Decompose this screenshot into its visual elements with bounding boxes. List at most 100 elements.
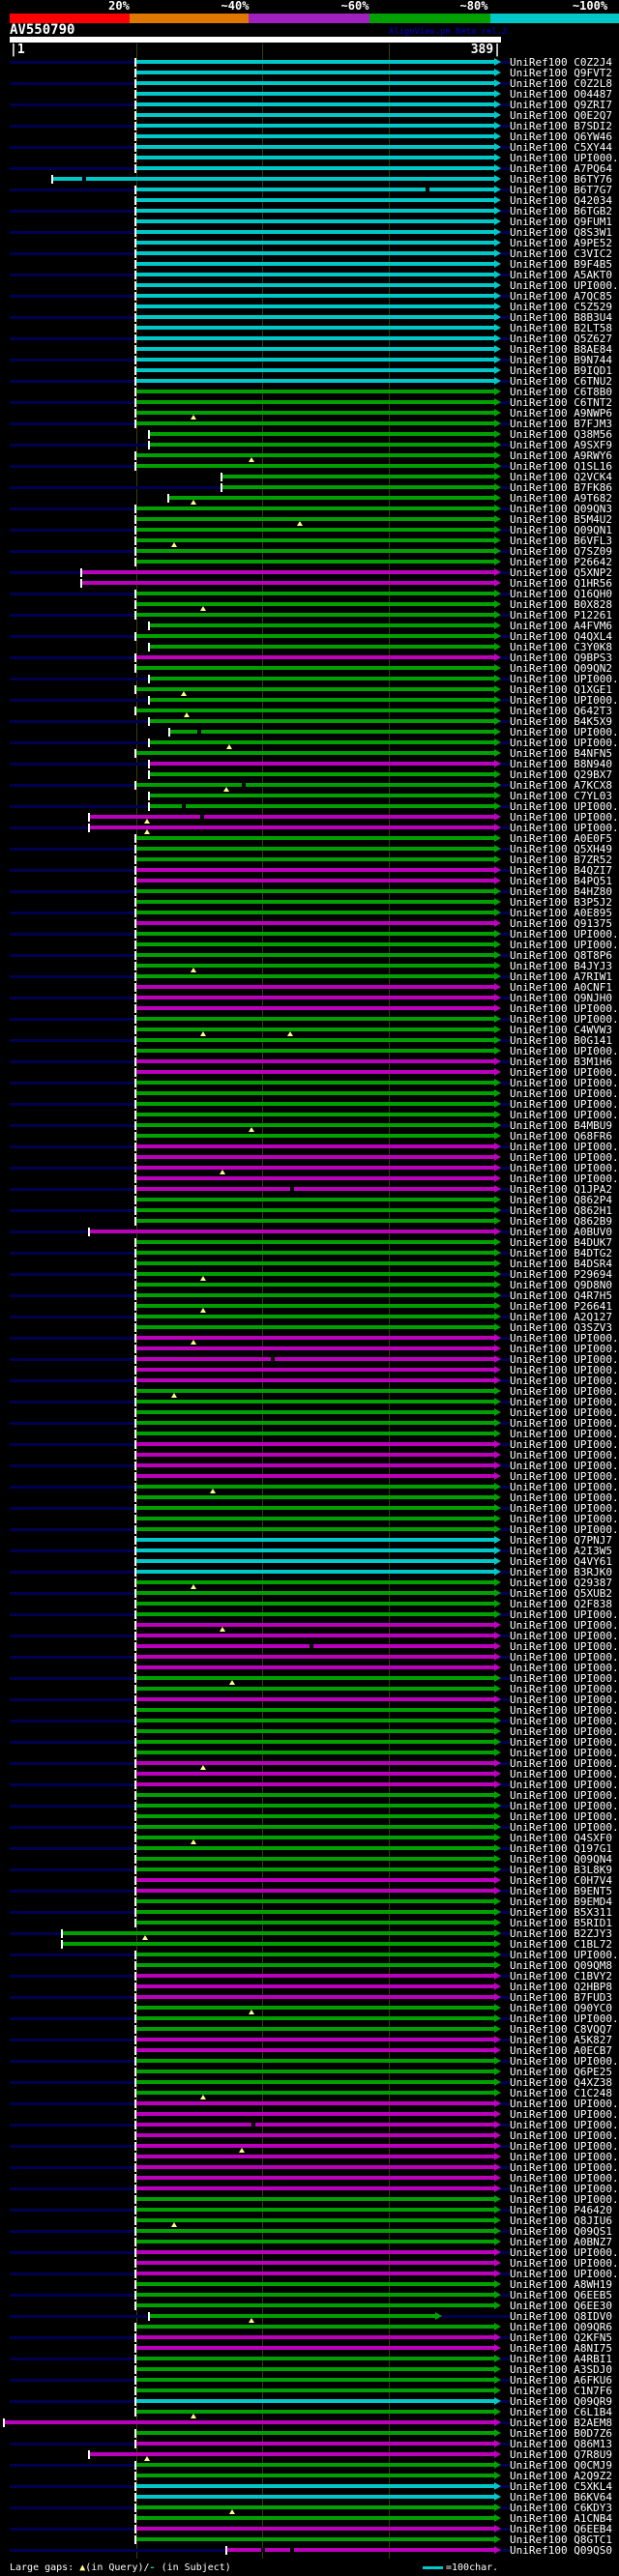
alignment-row[interactable]: UniRef100_B2AEM8 bbox=[0, 2417, 619, 2428]
alignment-label[interactable]: UniRef100_Q9NJH0 bbox=[510, 993, 612, 1003]
alignment-label[interactable]: UniRef100_UPI000.. bbox=[510, 2247, 618, 2258]
alignment-row[interactable]: UniRef100_Q7R8U9 bbox=[0, 2449, 619, 2461]
alignment-bar[interactable] bbox=[150, 2314, 435, 2318]
alignment-row[interactable]: UniRef100_UPI000.. bbox=[0, 1514, 619, 1524]
alignment-label[interactable]: UniRef100_Q0CMJ9 bbox=[510, 2460, 612, 2471]
alignment-row[interactable]: UniRef100_C1BVY2 bbox=[0, 1971, 619, 1982]
alignment-row[interactable]: UniRef100_UPI000.. bbox=[0, 1673, 619, 1685]
alignment-bar[interactable] bbox=[136, 1676, 494, 1680]
alignment-bar[interactable] bbox=[136, 2484, 494, 2488]
alignment-bar[interactable] bbox=[136, 113, 494, 117]
alignment-label[interactable]: UniRef100_Q8IDV0 bbox=[510, 2311, 612, 2322]
alignment-label[interactable]: UniRef100_B4DSR4 bbox=[510, 1259, 612, 1269]
alignment-row[interactable]: UniRef100_Q4QXL4 bbox=[0, 631, 619, 642]
alignment-row[interactable]: UniRef100_C0Z2J4 bbox=[0, 57, 619, 68]
alignment-label[interactable]: UniRef100_A7RIW1 bbox=[510, 971, 612, 982]
alignment-bar[interactable] bbox=[136, 2218, 494, 2222]
alignment-row[interactable]: UniRef100_B3M1H6 bbox=[0, 1056, 619, 1067]
alignment-bar[interactable] bbox=[90, 815, 494, 819]
alignment-row[interactable]: UniRef100_UPI000.. bbox=[0, 1652, 619, 1663]
alignment-row[interactable]: UniRef100_C6T8B0 bbox=[0, 387, 619, 397]
alignment-row[interactable]: UniRef100_A9RWY6 bbox=[0, 450, 619, 462]
alignment-bar[interactable] bbox=[136, 2208, 494, 2212]
alignment-row[interactable]: UniRef100_A7PQ64 bbox=[0, 163, 619, 174]
alignment-label[interactable]: UniRef100_C8VQQ7 bbox=[510, 2024, 612, 2035]
alignment-bar[interactable] bbox=[136, 900, 494, 904]
alignment-label[interactable]: UniRef100_UPI000.. bbox=[510, 1142, 618, 1152]
alignment-bar[interactable] bbox=[150, 794, 494, 797]
alignment-row[interactable]: UniRef100_UPI000.. bbox=[0, 2269, 619, 2279]
alignment-bar[interactable] bbox=[136, 2527, 494, 2531]
alignment-label[interactable]: UniRef100_Q9FUM1 bbox=[510, 217, 612, 227]
alignment-row[interactable]: UniRef100_UPI000.. bbox=[0, 1046, 619, 1056]
alignment-bar[interactable] bbox=[136, 368, 494, 372]
alignment-label[interactable]: UniRef100_B4DUK7 bbox=[510, 1237, 612, 1248]
alignment-row[interactable]: UniRef100_A0E0F5 bbox=[0, 833, 619, 844]
alignment-row[interactable]: UniRef100_UPI000.. bbox=[0, 1014, 619, 1025]
alignment-bar[interactable] bbox=[136, 411, 494, 415]
alignment-bar[interactable] bbox=[82, 570, 494, 574]
alignment-row[interactable]: UniRef100_B7SDI2 bbox=[0, 121, 619, 131]
alignment-bar[interactable] bbox=[136, 2133, 494, 2137]
alignment-bar[interactable] bbox=[136, 2027, 494, 2031]
alignment-row[interactable]: UniRef100_Q16QH0 bbox=[0, 589, 619, 599]
alignment-label[interactable]: UniRef100_B5X311 bbox=[510, 1907, 612, 1918]
alignment-row[interactable]: UniRef100_UPI000.. bbox=[0, 1684, 619, 1694]
alignment-row[interactable]: UniRef100_UPI000.. bbox=[0, 1503, 619, 1514]
alignment-row[interactable]: UniRef100_UPI000.. bbox=[0, 2109, 619, 2120]
alignment-row[interactable]: UniRef100_B6TGB2 bbox=[0, 206, 619, 217]
alignment-label[interactable]: UniRef100_UPI000.. bbox=[510, 2194, 618, 2205]
alignment-bar[interactable] bbox=[136, 1495, 494, 1499]
alignment-label[interactable]: UniRef100_B6TY76 bbox=[510, 174, 612, 185]
alignment-label[interactable]: UniRef100_A9RWY6 bbox=[510, 450, 612, 461]
alignment-bar[interactable] bbox=[136, 2016, 494, 2020]
alignment-bar[interactable] bbox=[136, 1336, 494, 1340]
alignment-row[interactable]: UniRef100_C5XKL4 bbox=[0, 2481, 619, 2492]
alignment-row[interactable]: UniRef100_Q09QN3 bbox=[0, 504, 619, 514]
alignment-bar[interactable] bbox=[136, 1580, 494, 1584]
alignment-label[interactable]: UniRef100_Q1SL16 bbox=[510, 461, 612, 472]
alignment-label[interactable]: UniRef100_B9ENT5 bbox=[510, 1886, 612, 1896]
alignment-bar[interactable] bbox=[53, 177, 494, 181]
alignment-bar[interactable] bbox=[136, 326, 494, 330]
alignment-row[interactable]: UniRef100_UPI000.. bbox=[0, 2247, 619, 2258]
alignment-label[interactable]: UniRef100_UPI000.. bbox=[510, 1620, 618, 1631]
alignment-row[interactable]: UniRef100_B4DTG2 bbox=[0, 1248, 619, 1259]
alignment-row[interactable]: UniRef100_C6TNT2 bbox=[0, 397, 619, 408]
alignment-bar[interactable] bbox=[136, 336, 494, 340]
alignment-row[interactable]: UniRef100_Q38M56 bbox=[0, 429, 619, 440]
alignment-label[interactable]: UniRef100_Q5Z627 bbox=[510, 333, 612, 344]
alignment-label[interactable]: UniRef100_Q7R8U9 bbox=[510, 2449, 612, 2460]
alignment-bar[interactable] bbox=[136, 1410, 494, 1414]
alignment-bar[interactable] bbox=[136, 304, 494, 308]
alignment-label[interactable]: UniRef100_Q8S3W1 bbox=[510, 227, 612, 238]
alignment-label[interactable]: UniRef100_UPI000.. bbox=[510, 929, 618, 940]
alignment-row[interactable]: UniRef100_UPI000.. bbox=[0, 2098, 619, 2109]
alignment-bar[interactable] bbox=[136, 1368, 494, 1372]
alignment-label[interactable]: UniRef100_C5XY44 bbox=[510, 142, 612, 153]
alignment-label[interactable]: UniRef100_UPI000.. bbox=[510, 1694, 618, 1705]
alignment-bar[interactable] bbox=[90, 2452, 494, 2456]
alignment-label[interactable]: UniRef100_A0BUV0 bbox=[510, 1227, 612, 1237]
alignment-row[interactable]: UniRef100_A0E895 bbox=[0, 908, 619, 918]
alignment-row[interactable]: UniRef100_C0H7V4 bbox=[0, 1875, 619, 1886]
alignment-label[interactable]: UniRef100_B8N940 bbox=[510, 759, 612, 769]
alignment-row[interactable]: UniRef100_A0ECB7 bbox=[0, 2045, 619, 2056]
alignment-row[interactable]: UniRef100_UPI000.. bbox=[0, 1397, 619, 1407]
alignment-bar[interactable] bbox=[136, 2495, 494, 2499]
alignment-row[interactable]: UniRef100_C1N7F6 bbox=[0, 2386, 619, 2396]
alignment-row[interactable]: UniRef100_UPI000.. bbox=[0, 1716, 619, 1726]
alignment-row[interactable]: UniRef100_Q29BX7 bbox=[0, 769, 619, 780]
alignment-bar[interactable] bbox=[136, 1463, 494, 1467]
alignment-row[interactable]: UniRef100_B0X828 bbox=[0, 599, 619, 611]
alignment-row[interactable]: UniRef100_UPI000.. bbox=[0, 1748, 619, 1758]
alignment-label[interactable]: UniRef100_A0E0F5 bbox=[510, 833, 612, 844]
alignment-bar[interactable] bbox=[136, 1208, 494, 1212]
alignment-label[interactable]: UniRef100_UPI000.. bbox=[510, 738, 618, 748]
alignment-row[interactable]: UniRef100_UPI000.. bbox=[0, 1950, 619, 1960]
alignment-bar[interactable] bbox=[136, 1315, 494, 1318]
alignment-label[interactable]: UniRef100_B0G141 bbox=[510, 1035, 612, 1046]
alignment-bar[interactable] bbox=[136, 1400, 494, 1404]
alignment-bar[interactable] bbox=[136, 2537, 494, 2541]
alignment-bar[interactable] bbox=[136, 1761, 494, 1765]
